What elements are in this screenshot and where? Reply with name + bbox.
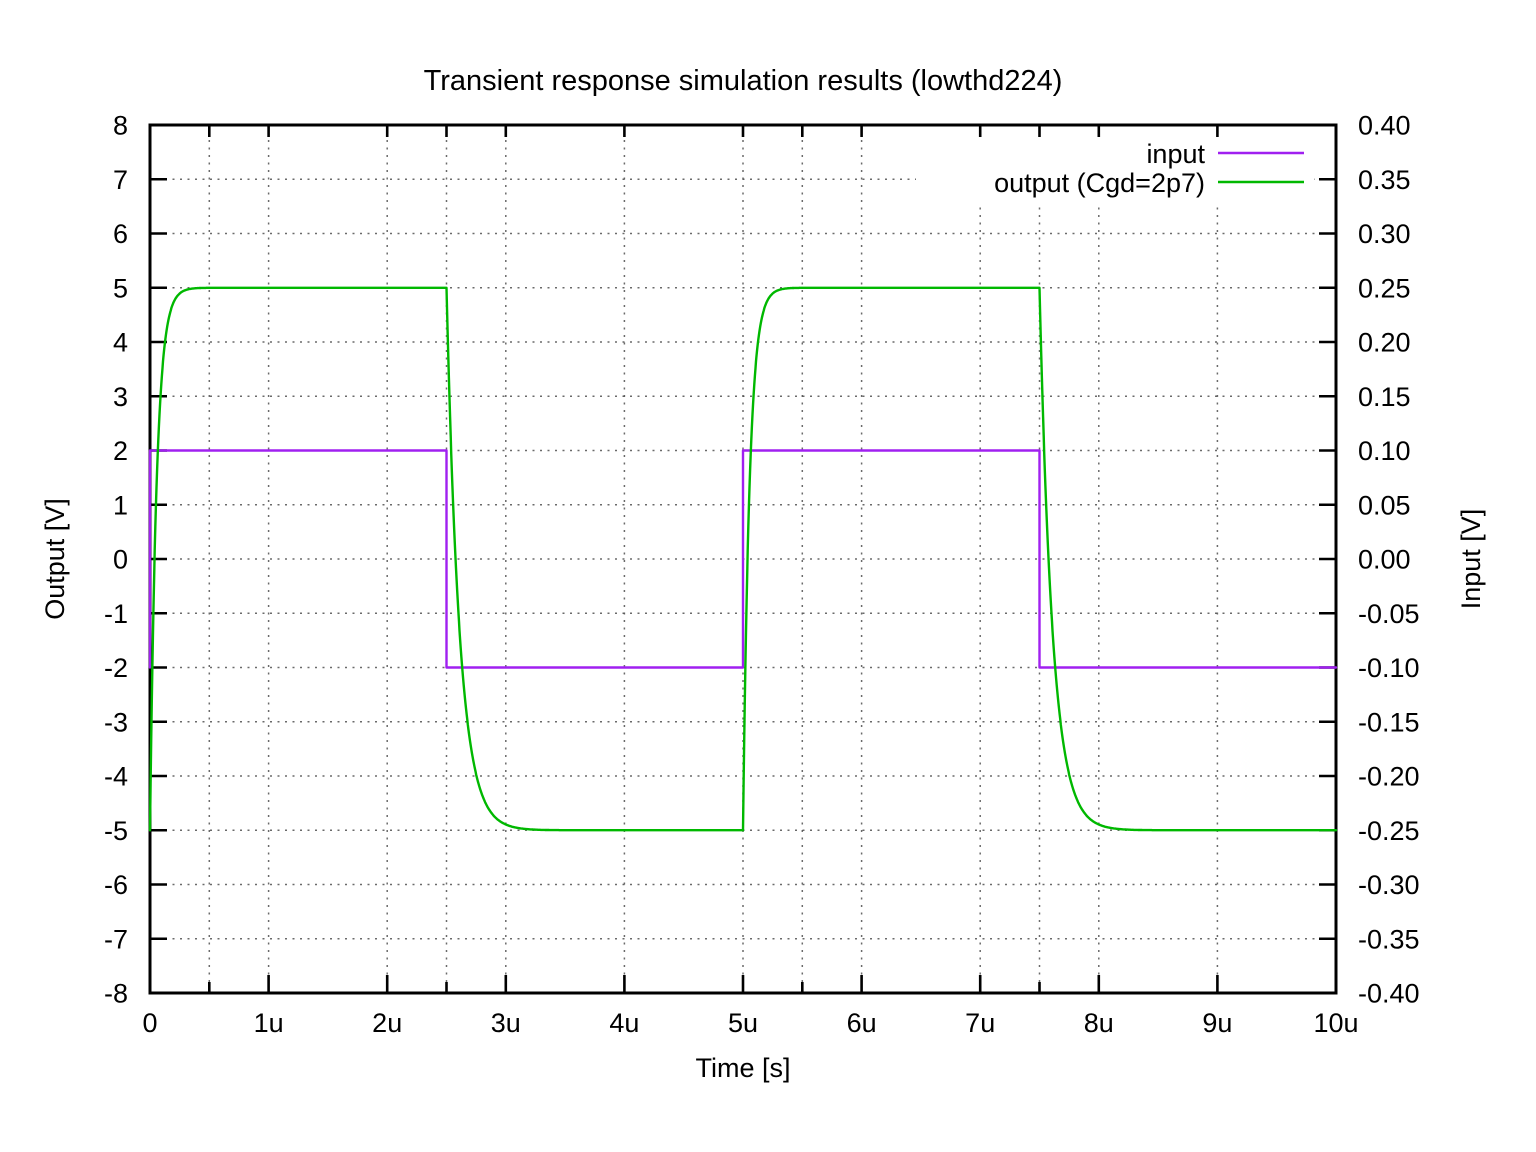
y-left-tick-label: 8 [113, 111, 128, 141]
y-left-tick-label: 0 [113, 545, 128, 575]
y-left-tick-label: -7 [104, 924, 128, 954]
series-input [148, 449, 1338, 669]
x-tick-label: 6u [847, 1008, 877, 1038]
x-tick-label: 5u [728, 1008, 758, 1038]
x-tick-label: 2u [372, 1008, 402, 1038]
y-left-tick-label: 5 [113, 273, 128, 303]
y-left-tick-label: 1 [113, 490, 128, 520]
y-right-tick-label: 0.30 [1358, 219, 1411, 249]
legend-label-output: output (Cgd=2p7) [994, 168, 1205, 198]
x-tick-label: 9u [1202, 1008, 1232, 1038]
x-tick-label: 3u [491, 1008, 521, 1038]
series-output-cgd-2p7- [148, 286, 1338, 832]
x-tick-label: 1u [254, 1008, 284, 1038]
legend: input output (Cgd=2p7) [994, 139, 1304, 198]
y2-axis-label: Input [V] [1456, 509, 1486, 610]
y-right-tick-label: 0.35 [1358, 165, 1411, 195]
y-left-tick-label: 2 [113, 436, 128, 466]
y-left-tick-label: 3 [113, 382, 128, 412]
chart-title: Transient response simulation results (l… [424, 65, 1063, 97]
y-left-tick-label: -6 [104, 870, 128, 900]
x-tick-label: 4u [609, 1008, 639, 1038]
y-right-tick-label: 0.15 [1358, 382, 1411, 412]
y-right-tick-label: -0.10 [1358, 653, 1420, 683]
y-axis-label: Output [V] [40, 498, 70, 620]
y-left-tick-label: -8 [104, 979, 128, 1009]
y-right-tick-label: 0.05 [1358, 490, 1411, 520]
series-layer [148, 286, 1338, 832]
y-right-tick-label: -0.05 [1358, 599, 1420, 629]
y-right-tick-label: -0.15 [1358, 707, 1420, 737]
tick-labels-layer: 0 1u 2u 3u 4u 5u 6u 7u 8u 9u 10u -8 -7 -6 -5 -4 -3 -2 -1 0 1… [104, 111, 1420, 1039]
x-tick-label: 8u [1084, 1008, 1114, 1038]
y-left-tick-label: -4 [104, 762, 128, 792]
legend-background [916, 134, 1314, 204]
x-tick-label: 0 [142, 1008, 157, 1038]
y-right-tick-label: -0.35 [1358, 924, 1420, 954]
y-right-tick-label: -0.30 [1358, 870, 1420, 900]
y-left-tick-label: 6 [113, 219, 128, 249]
y-right-tick-label: 0.20 [1358, 328, 1411, 358]
y-left-tick-label: 7 [113, 165, 128, 195]
y-right-tick-label: 0.10 [1358, 436, 1411, 466]
y-right-tick-label: 0.40 [1358, 111, 1411, 141]
legend-label-input: input [1146, 139, 1205, 169]
y-left-tick-label: -3 [104, 707, 128, 737]
y-right-tick-label: -0.40 [1358, 979, 1420, 1009]
y-left-tick-label: -2 [104, 653, 128, 683]
y-left-tick-label: -5 [104, 816, 128, 846]
x-tick-label: 10u [1313, 1008, 1358, 1038]
y-right-tick-label: -0.25 [1358, 816, 1420, 846]
y-left-tick-label: -1 [104, 599, 128, 629]
y-right-tick-label: 0.00 [1358, 545, 1411, 575]
x-axis-label: Time [s] [695, 1053, 790, 1083]
x-tick-label: 7u [965, 1008, 995, 1038]
y-right-tick-label: 0.25 [1358, 273, 1411, 303]
y-right-tick-label: -0.20 [1358, 762, 1420, 792]
y-left-tick-label: 4 [113, 328, 128, 358]
